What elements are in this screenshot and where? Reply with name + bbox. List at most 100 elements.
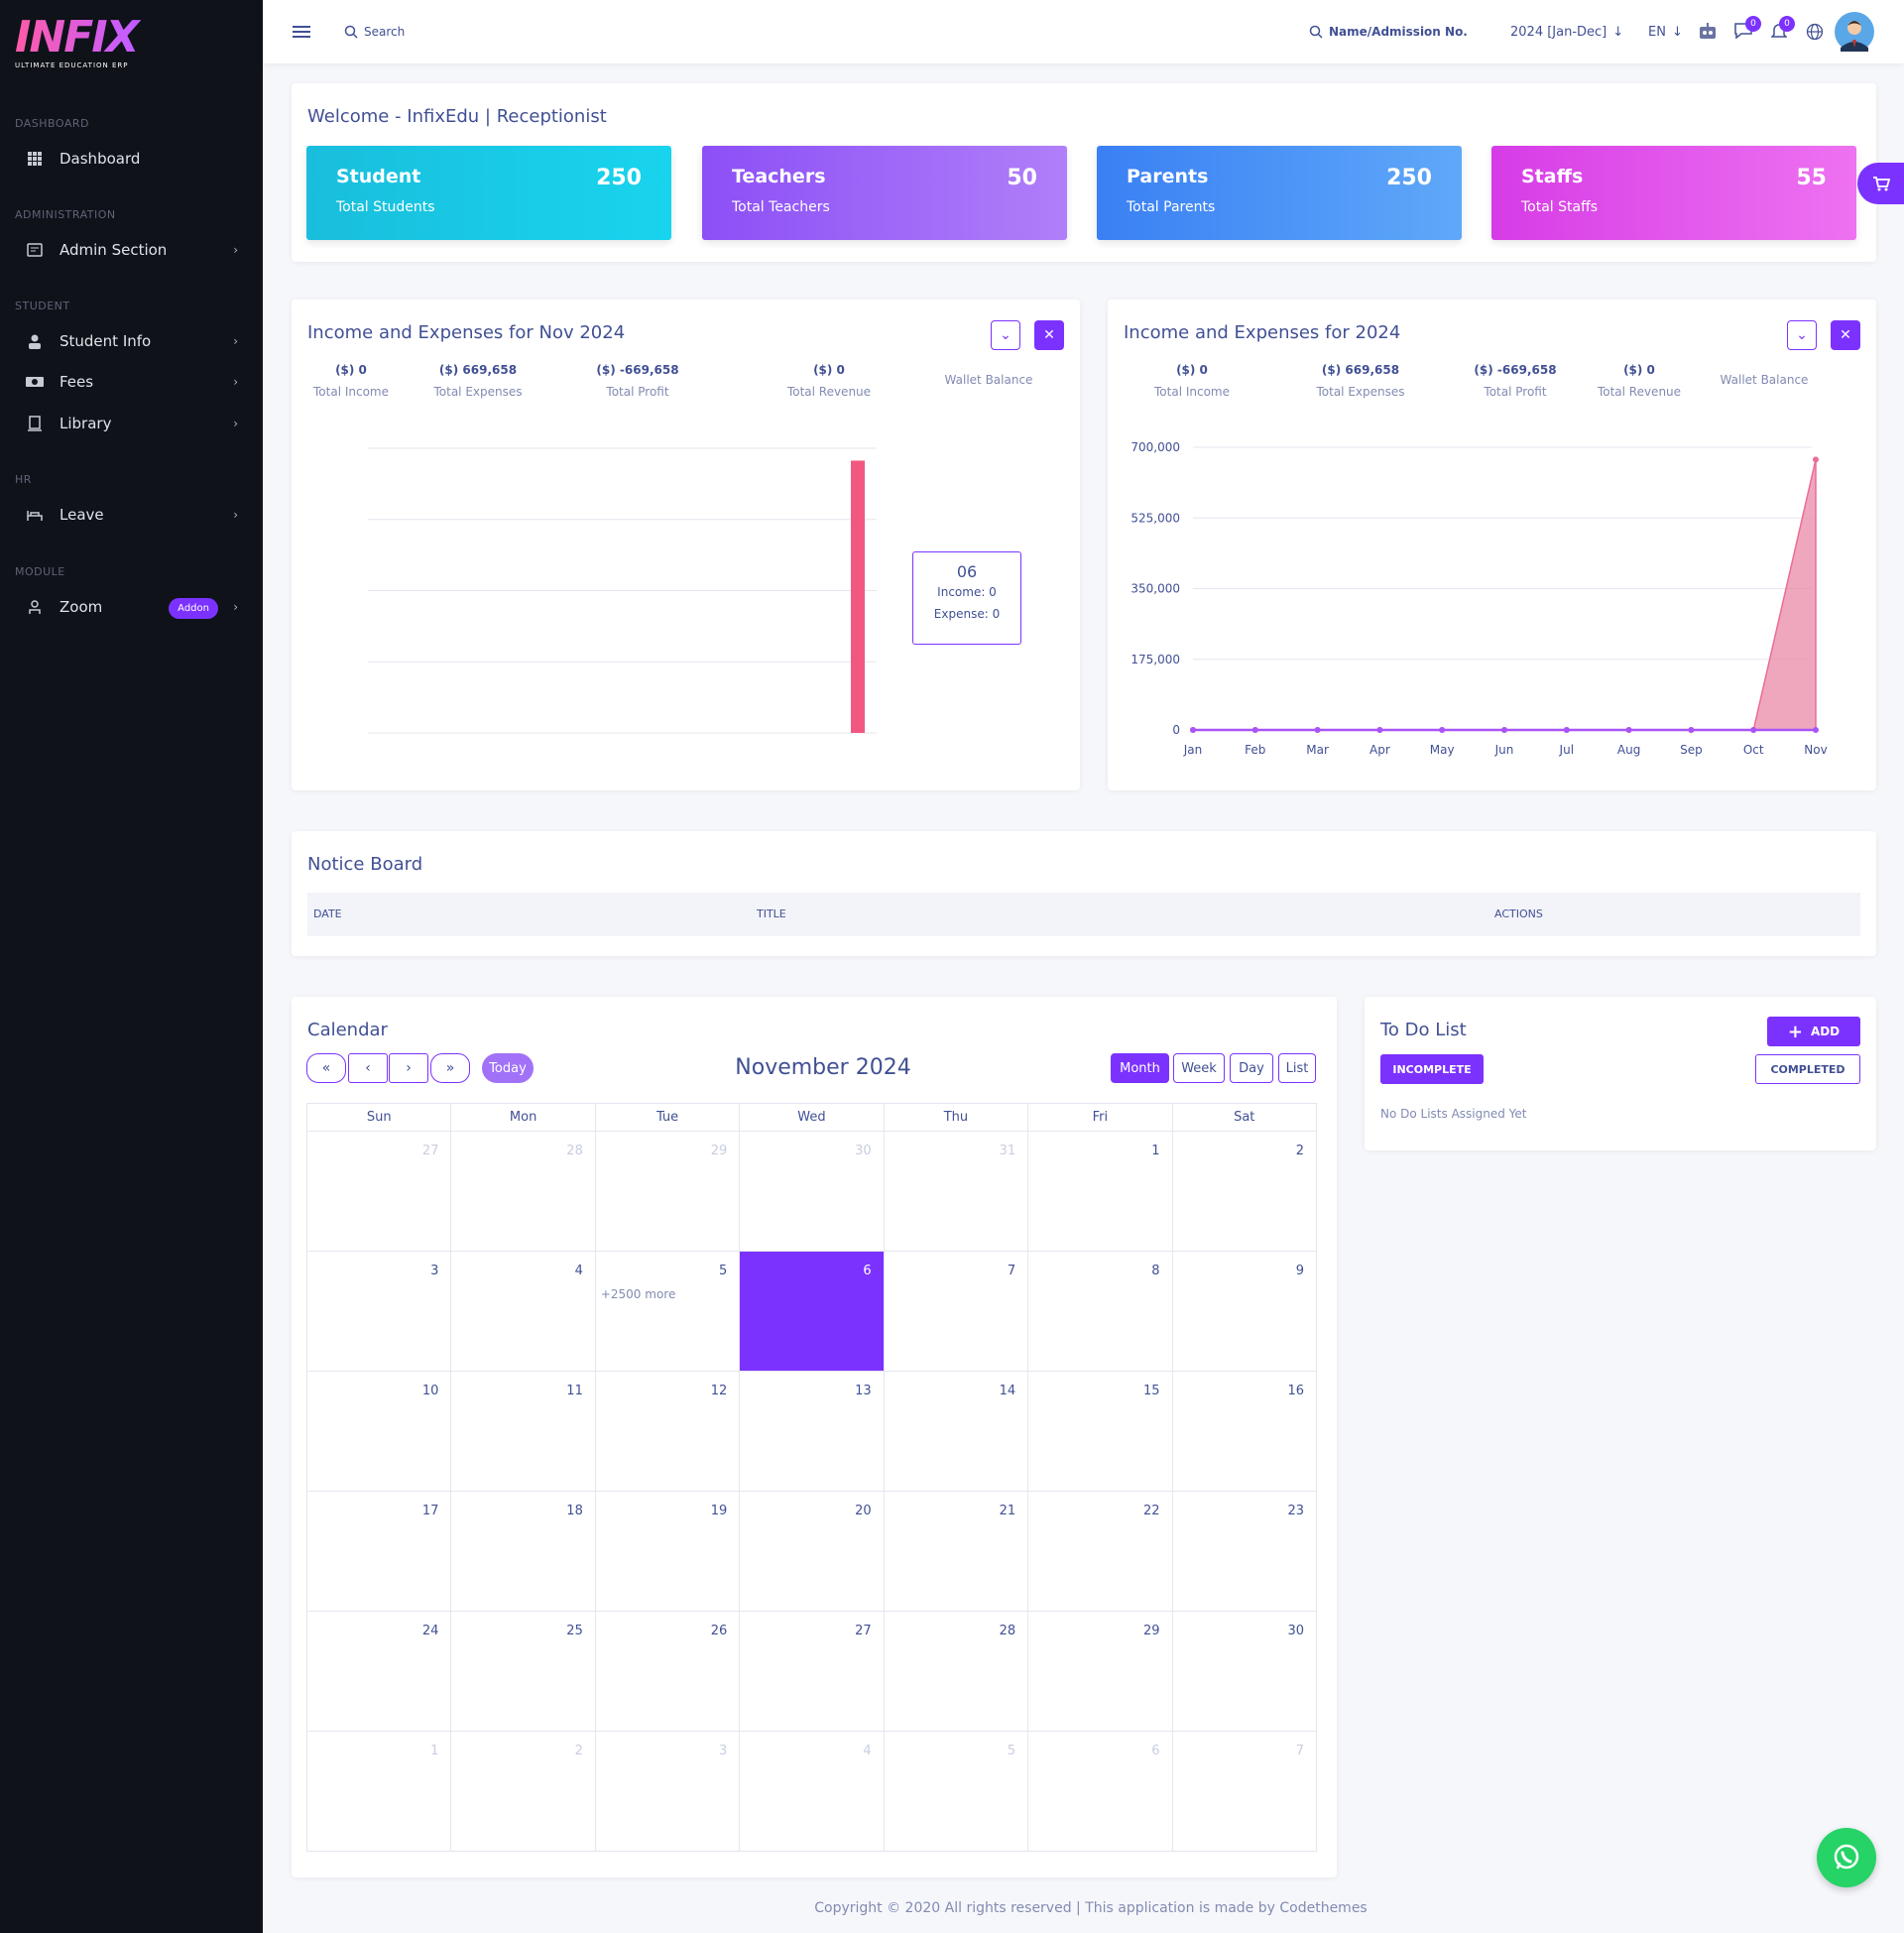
calendar-day-cell[interactable]: 10: [305, 1371, 452, 1492]
x-tick-label: Sep: [1680, 743, 1703, 757]
calendar-day-cell[interactable]: 18: [450, 1491, 596, 1612]
day-number: 1: [1151, 1144, 1160, 1158]
calendar-day-cell[interactable]: 13: [739, 1371, 885, 1492]
calendar-day-cell[interactable]: 9: [1171, 1251, 1318, 1372]
calendar-day-cell[interactable]: 14: [883, 1371, 1029, 1492]
completed-tab[interactable]: COMPLETED: [1755, 1054, 1860, 1084]
stat-card-staffs[interactable]: Staffs Total Staffs 55: [1491, 146, 1856, 240]
calendar-day-cell[interactable]: 8: [1027, 1251, 1173, 1372]
sidebar-item-library[interactable]: Library ›: [26, 407, 246, 440]
stat-title: Staffs: [1521, 166, 1584, 187]
day-number: 30: [1287, 1624, 1304, 1638]
search-box[interactable]: Search: [344, 0, 405, 63]
stat-title: Teachers: [732, 166, 826, 187]
more-events-link[interactable]: +2500 more: [600, 1287, 676, 1301]
chat-button[interactable]: 0: [1733, 0, 1761, 63]
calendar-day-cell[interactable]: 24: [305, 1611, 452, 1732]
prev-month-button[interactable]: ‹: [348, 1053, 388, 1083]
column-header-actions: ACTIONS: [1494, 907, 1543, 920]
calendar-day-cell[interactable]: 16: [1171, 1371, 1318, 1492]
sidebar-item-student-info[interactable]: Student Info ›: [26, 324, 246, 358]
calendar-day-cell[interactable]: 7: [883, 1251, 1029, 1372]
calendar-day-cell[interactable]: 22: [1027, 1491, 1173, 1612]
next-month-button[interactable]: ›: [389, 1053, 428, 1083]
calendar-day-cell[interactable]: 29: [1027, 1611, 1173, 1732]
session-select[interactable]: 2024 [Jan-Dec] ↓: [1510, 0, 1623, 63]
close-button[interactable]: ✕: [1831, 320, 1860, 350]
calendar-day-cell[interactable]: 27: [305, 1131, 452, 1252]
calendar-day-cell[interactable]: 31: [883, 1131, 1029, 1252]
whatsapp-button[interactable]: [1817, 1828, 1876, 1887]
incomplete-tab[interactable]: INCOMPLETE: [1380, 1054, 1484, 1084]
calendar-day-cell[interactable]: 28: [450, 1131, 596, 1252]
collapse-button[interactable]: ⌄: [991, 320, 1020, 350]
calendar-day-cell[interactable]: 20: [739, 1491, 885, 1612]
robot-button[interactable]: [1698, 0, 1718, 63]
day-number: 1: [430, 1744, 439, 1758]
day-header: Thu: [883, 1103, 1029, 1132]
sidebar-item-dashboard[interactable]: Dashboard: [26, 142, 246, 176]
calendar-day-cell[interactable]: 4: [450, 1251, 596, 1372]
calendar-day-cell[interactable]: 26: [594, 1611, 741, 1732]
view-day-button[interactable]: Day: [1230, 1053, 1273, 1083]
name-search-box[interactable]: Name/Admission No.: [1309, 0, 1468, 63]
day-number: 5: [1007, 1744, 1016, 1758]
sidebar-item-admin-section[interactable]: Admin Section ›: [26, 233, 246, 267]
calendar-day-cell[interactable]: 3: [594, 1731, 741, 1852]
day-number: 28: [566, 1144, 583, 1158]
close-icon: ✕: [1840, 327, 1851, 343]
sidebar-item-fees[interactable]: Fees ›: [26, 365, 246, 399]
day-header: Tue: [594, 1103, 741, 1132]
sidebar-item-zoom[interactable]: Zoom Addon ›: [26, 590, 246, 624]
sidebar-item-leave[interactable]: Leave ›: [26, 498, 246, 532]
calendar-day-cell[interactable]: 4: [739, 1731, 885, 1852]
day-number: 14: [999, 1384, 1016, 1398]
language-select[interactable]: EN ↓: [1648, 0, 1683, 63]
calendar-day-cell[interactable]: 21: [883, 1491, 1029, 1612]
notification-button[interactable]: 0: [1770, 0, 1795, 63]
calendar-day-cell[interactable]: 3: [305, 1251, 452, 1372]
logo[interactable]: INFIX Ultimate Education ERP: [15, 16, 243, 71]
prev-year-button[interactable]: «: [306, 1053, 346, 1083]
add-todo-button[interactable]: + ADD: [1767, 1017, 1860, 1046]
view-list-button[interactable]: List: [1278, 1053, 1316, 1083]
calendar-day-cell[interactable]: 30: [739, 1131, 885, 1252]
view-month-button[interactable]: Month: [1111, 1053, 1169, 1083]
close-button[interactable]: ✕: [1034, 320, 1064, 350]
calendar-day-cell[interactable]: 12: [594, 1371, 741, 1492]
calendar-day-cell[interactable]: 6: [1027, 1731, 1173, 1852]
calendar-day-cell[interactable]: 30: [1171, 1611, 1318, 1732]
today-button[interactable]: Today: [482, 1053, 534, 1083]
calendar-day-cell[interactable]: 6: [739, 1251, 885, 1372]
calendar-day-cell[interactable]: 15: [1027, 1371, 1173, 1492]
calendar-day-cell[interactable]: 5: [883, 1731, 1029, 1852]
stat-card-students[interactable]: Student Total Students 250: [306, 146, 671, 240]
stat-card-teachers[interactable]: Teachers Total Teachers 50: [702, 146, 1067, 240]
calendar-day-cell[interactable]: 1: [1027, 1131, 1173, 1252]
next-year-button[interactable]: »: [430, 1053, 470, 1083]
day-number: 22: [1142, 1504, 1160, 1518]
calendar-day-cell[interactable]: 11: [450, 1371, 596, 1492]
calendar-day-cell[interactable]: 17: [305, 1491, 452, 1612]
income-point: [1376, 727, 1383, 733]
calendar-day-cell[interactable]: 1: [305, 1731, 452, 1852]
calendar-day-cell[interactable]: 27: [739, 1611, 885, 1732]
calendar-day-cell[interactable]: 19: [594, 1491, 741, 1612]
collapse-button[interactable]: ⌄: [1787, 320, 1817, 350]
sidebar-item-label: Zoom: [60, 598, 103, 616]
calendar-day-cell[interactable]: 23: [1171, 1491, 1318, 1612]
calendar-day-cell[interactable]: 5 +2500 more: [594, 1251, 741, 1372]
calendar-day-cell[interactable]: 29: [594, 1131, 741, 1252]
calendar-day-cell[interactable]: 28: [883, 1611, 1029, 1732]
calendar-day-cell[interactable]: 2: [1171, 1131, 1318, 1252]
calendar-day-cell[interactable]: 2: [450, 1731, 596, 1852]
website-button[interactable]: [1806, 0, 1824, 63]
stat-card-parents[interactable]: Parents Total Parents 250: [1097, 146, 1462, 240]
cart-float-button[interactable]: [1857, 163, 1904, 204]
profile-button[interactable]: [1835, 0, 1874, 63]
view-week-button[interactable]: Week: [1173, 1053, 1225, 1083]
calendar-day-cell[interactable]: 25: [450, 1611, 596, 1732]
calendar-day-cell[interactable]: 7: [1171, 1731, 1318, 1852]
name-search-placeholder: Name/Admission No.: [1329, 25, 1468, 39]
menu-toggle-button[interactable]: [293, 0, 310, 63]
